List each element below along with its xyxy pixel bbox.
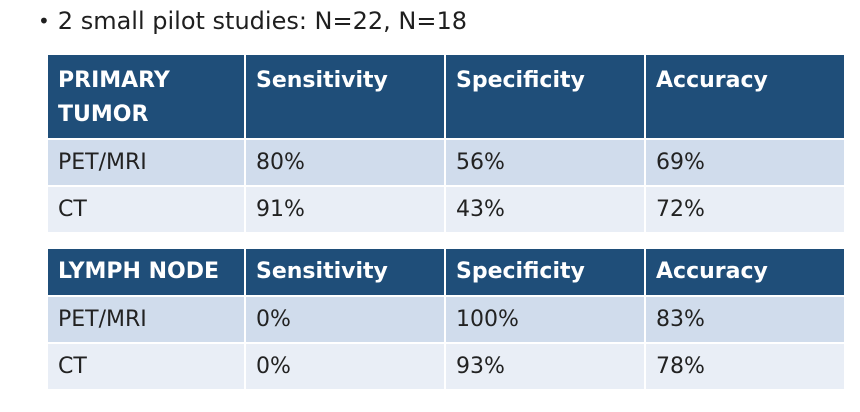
header-cell-sensitivity: Sensitivity	[246, 249, 444, 295]
cell-specificity: 43%	[446, 187, 644, 232]
header-cell-sensitivity: Sensitivity	[246, 55, 444, 138]
cell-accuracy: 72%	[646, 187, 844, 232]
cell-modality: PET/MRI	[48, 140, 244, 185]
bullet-text: 2 small pilot studies: N=22, N=18	[58, 7, 467, 35]
cell-modality: CT	[48, 344, 244, 389]
table-header-row: LYMPH NODE Sensitivity Specificity Accur…	[48, 249, 844, 295]
cell-sensitivity: 0%	[246, 297, 444, 342]
primary-tumor-table: PRIMARY TUMOR Sensitivity Specificity Ac…	[46, 53, 846, 234]
cell-modality: CT	[48, 187, 244, 232]
cell-accuracy: 83%	[646, 297, 844, 342]
bullet-line: • 2 small pilot studies: N=22, N=18	[38, 2, 467, 40]
cell-modality: PET/MRI	[48, 297, 244, 342]
cell-accuracy: 78%	[646, 344, 844, 389]
header-cell-accuracy: Accuracy	[646, 55, 844, 138]
cell-sensitivity: 80%	[246, 140, 444, 185]
cell-accuracy: 69%	[646, 140, 844, 185]
table-header-row: PRIMARY TUMOR Sensitivity Specificity Ac…	[48, 55, 844, 138]
cell-sensitivity: 91%	[246, 187, 444, 232]
header-cell-category: PRIMARY TUMOR	[48, 55, 244, 138]
cell-specificity: 100%	[446, 297, 644, 342]
header-cell-accuracy: Accuracy	[646, 249, 844, 295]
bullet-dot: •	[38, 9, 50, 33]
header-cell-specificity: Specificity	[446, 55, 644, 138]
cell-specificity: 93%	[446, 344, 644, 389]
lymph-node-table: LYMPH NODE Sensitivity Specificity Accur…	[46, 247, 846, 391]
header-cell-specificity: Specificity	[446, 249, 644, 295]
cell-specificity: 56%	[446, 140, 644, 185]
table-row: CT 0% 93% 78%	[48, 344, 844, 389]
header-cell-category: LYMPH NODE	[48, 249, 244, 295]
table-row: PET/MRI 80% 56% 69%	[48, 140, 844, 185]
table-row: CT 91% 43% 72%	[48, 187, 844, 232]
table-row: PET/MRI 0% 100% 83%	[48, 297, 844, 342]
cell-sensitivity: 0%	[246, 344, 444, 389]
